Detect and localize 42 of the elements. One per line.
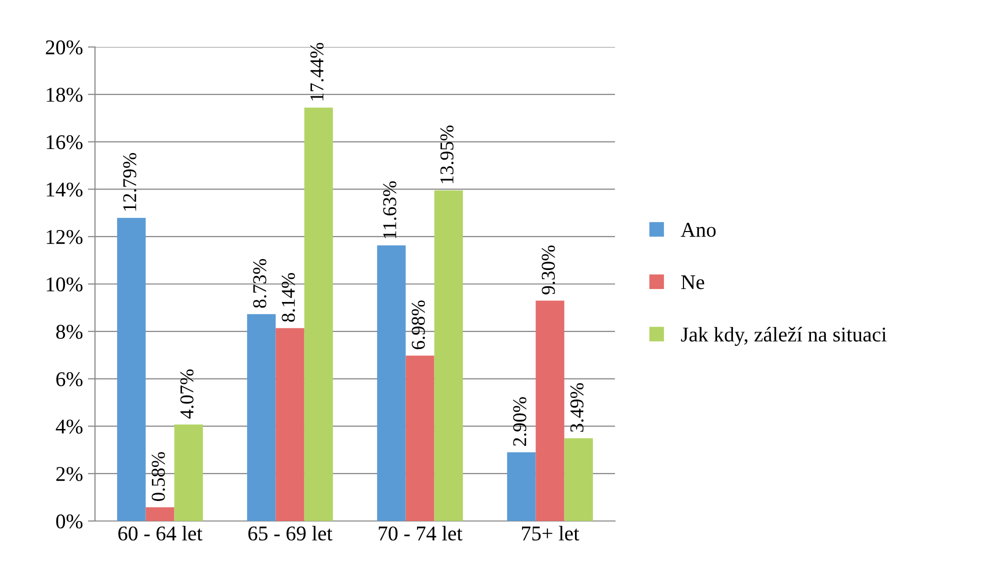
bar	[247, 314, 276, 521]
data-label: 0.58%	[152, 452, 165, 501]
x-tick-label: 60 - 64 let	[118, 526, 202, 541]
x-tick-label: 65 - 69 let	[248, 526, 332, 541]
legend-label: Jak kdy, záleží na situaci	[681, 326, 887, 346]
data-label: 9.30%	[542, 245, 555, 294]
data-label: 17.44%	[310, 42, 324, 100]
y-tick-label: 4%	[56, 420, 82, 434]
data-label: 6.98%	[412, 300, 425, 350]
data-label: 12.79%	[123, 153, 136, 211]
bar	[377, 245, 406, 521]
data-label: 4.07%	[180, 369, 194, 419]
data-label: 11.63%	[383, 181, 396, 238]
y-tick-label: 6%	[56, 372, 82, 386]
legend-label: Ne	[681, 275, 704, 290]
y-tick-label: 10%	[46, 277, 82, 292]
bar	[117, 218, 146, 521]
y-tick-label: 20%	[46, 40, 82, 54]
x-tick-label: 70 - 74 let	[378, 526, 462, 541]
data-label: 13.95%	[440, 126, 454, 184]
legend-label: Ano	[680, 222, 716, 237]
y-tick-label: 12%	[46, 230, 82, 244]
bar	[304, 108, 333, 521]
x-tick-label: 75+ let	[522, 526, 580, 541]
y-tick-label: 0%	[56, 514, 82, 528]
data-label: 8.73%	[253, 258, 266, 308]
data-label: 3.49%	[570, 383, 584, 432]
bar	[434, 190, 463, 521]
y-tick-label: 14%	[46, 182, 82, 197]
y-tick-label: 8%	[56, 324, 82, 339]
y-tick-label: 18%	[46, 88, 82, 102]
bar	[507, 452, 536, 521]
data-label: 8.14%	[282, 272, 295, 322]
bar	[406, 356, 434, 521]
bar	[174, 424, 203, 521]
y-tick-label: 16%	[46, 135, 82, 150]
bar	[536, 300, 564, 521]
bar	[276, 328, 304, 521]
y-tick-label: 2%	[56, 466, 82, 482]
bar	[146, 507, 174, 521]
data-label: 2.90%	[513, 397, 526, 446]
bar	[564, 438, 593, 521]
